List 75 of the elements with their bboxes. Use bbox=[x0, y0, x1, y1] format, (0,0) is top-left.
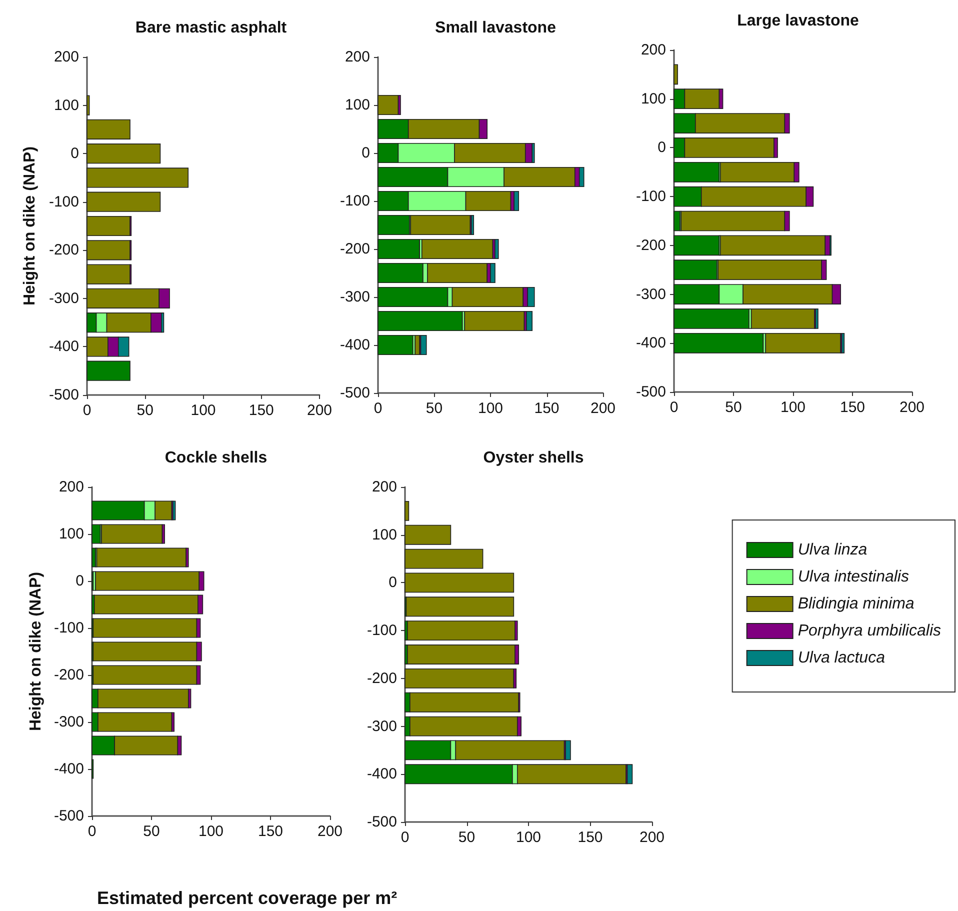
legend-label: Ulva lactuca bbox=[798, 650, 886, 666]
y-tick-label: -300 bbox=[636, 286, 666, 303]
y-tick-label: -500 bbox=[340, 384, 370, 402]
y-tick-label: 200 bbox=[372, 478, 397, 496]
y-tick-label: -200 bbox=[48, 242, 79, 259]
legend-label: Blidingia minima bbox=[798, 596, 914, 612]
y-tick-label: -300 bbox=[366, 718, 397, 735]
x-tick-label: 50 bbox=[143, 823, 160, 840]
y-tick-label: -300 bbox=[340, 288, 370, 306]
x-tick-label: 100 bbox=[190, 402, 216, 419]
y-tick-label: -100 bbox=[366, 622, 397, 640]
x-tick-label: 0 bbox=[88, 823, 96, 840]
y-tick-label: -100 bbox=[48, 193, 79, 210]
y-tick-label: 200 bbox=[58, 478, 84, 496]
legend-label: Ulva intestinalis bbox=[798, 568, 909, 586]
chart-title: Bare mastic asphalt bbox=[135, 20, 288, 36]
legend-label: Ulva linza bbox=[798, 542, 868, 558]
x-tick-label: 100 bbox=[198, 823, 224, 840]
y-tick-label: -500 bbox=[54, 808, 84, 824]
y-tick-label: -200 bbox=[636, 236, 666, 254]
y-tick-label: 0 bbox=[70, 145, 79, 162]
x-tick-label: 100 bbox=[478, 400, 504, 417]
x-tick-label: 150 bbox=[248, 402, 274, 419]
x-tick-label: 200 bbox=[899, 399, 925, 416]
chart-title: Oyster shells bbox=[483, 450, 584, 466]
x-tick-label: 50 bbox=[458, 829, 476, 846]
x-tick-label: 0 bbox=[400, 829, 410, 846]
y-tick-label: -300 bbox=[54, 714, 84, 730]
legend-label: Porphyra umbilicalis bbox=[798, 622, 942, 640]
x-tick-label: 100 bbox=[516, 829, 542, 846]
y-tick-label: 100 bbox=[54, 96, 79, 114]
x-tick-label: 150 bbox=[258, 823, 284, 840]
y-tick-label: 200 bbox=[54, 48, 79, 66]
x-tick-label: 100 bbox=[780, 399, 806, 416]
y-tick-label: -100 bbox=[340, 192, 370, 210]
y-tick-label: -200 bbox=[340, 240, 370, 258]
y-tick-label: -500 bbox=[636, 384, 666, 400]
y-tick-label: 0 bbox=[388, 574, 397, 592]
chart-title: Small lavastone bbox=[435, 20, 556, 36]
x-tick-label: 150 bbox=[578, 829, 603, 846]
y-tick-label: 100 bbox=[372, 526, 397, 544]
x-tick-label: 150 bbox=[534, 400, 560, 417]
y-tick-label: -400 bbox=[366, 766, 397, 783]
y-tick-label: 100 bbox=[344, 96, 370, 114]
chart-title: Large lavastone bbox=[737, 12, 860, 30]
y-tick-label: 100 bbox=[640, 90, 666, 108]
x-tick-label: 50 bbox=[725, 399, 742, 416]
y-tick-label: -300 bbox=[48, 290, 79, 307]
y-tick-label: -500 bbox=[366, 814, 397, 830]
y-tick-label: -400 bbox=[636, 334, 666, 352]
y-tick-label: 0 bbox=[658, 139, 666, 156]
y-tick-label: -200 bbox=[54, 666, 84, 684]
y-tick-label: -200 bbox=[366, 670, 397, 687]
x-axis-title: Estimated percent coverage per m² bbox=[97, 888, 398, 908]
y-tick-label: -400 bbox=[54, 760, 84, 778]
x-tick-label: 0 bbox=[670, 399, 678, 416]
x-tick-label: 50 bbox=[136, 402, 154, 419]
x-tick-label: 50 bbox=[426, 400, 443, 417]
x-tick-label: 150 bbox=[840, 399, 866, 416]
y-tick-label: 100 bbox=[58, 526, 84, 542]
y-axis-title: Height on dike (NAP) bbox=[28, 572, 44, 732]
x-tick-label: 200 bbox=[590, 400, 616, 417]
y-tick-label: 200 bbox=[640, 42, 666, 58]
y-tick-label: -500 bbox=[48, 386, 79, 404]
x-tick-label: 200 bbox=[317, 823, 343, 840]
y-axis-title: Height on dike (NAP) bbox=[22, 146, 39, 306]
y-tick-label: -100 bbox=[54, 620, 84, 636]
x-tick-label: 200 bbox=[306, 402, 332, 419]
y-tick-label: -400 bbox=[48, 338, 79, 356]
y-tick-label: -400 bbox=[340, 336, 370, 354]
y-tick-label: -100 bbox=[636, 188, 666, 206]
chart-title: Cockle shells bbox=[164, 450, 268, 466]
y-tick-label: 0 bbox=[76, 572, 84, 590]
y-tick-label: 0 bbox=[362, 144, 370, 162]
y-tick-label: 200 bbox=[344, 48, 370, 66]
